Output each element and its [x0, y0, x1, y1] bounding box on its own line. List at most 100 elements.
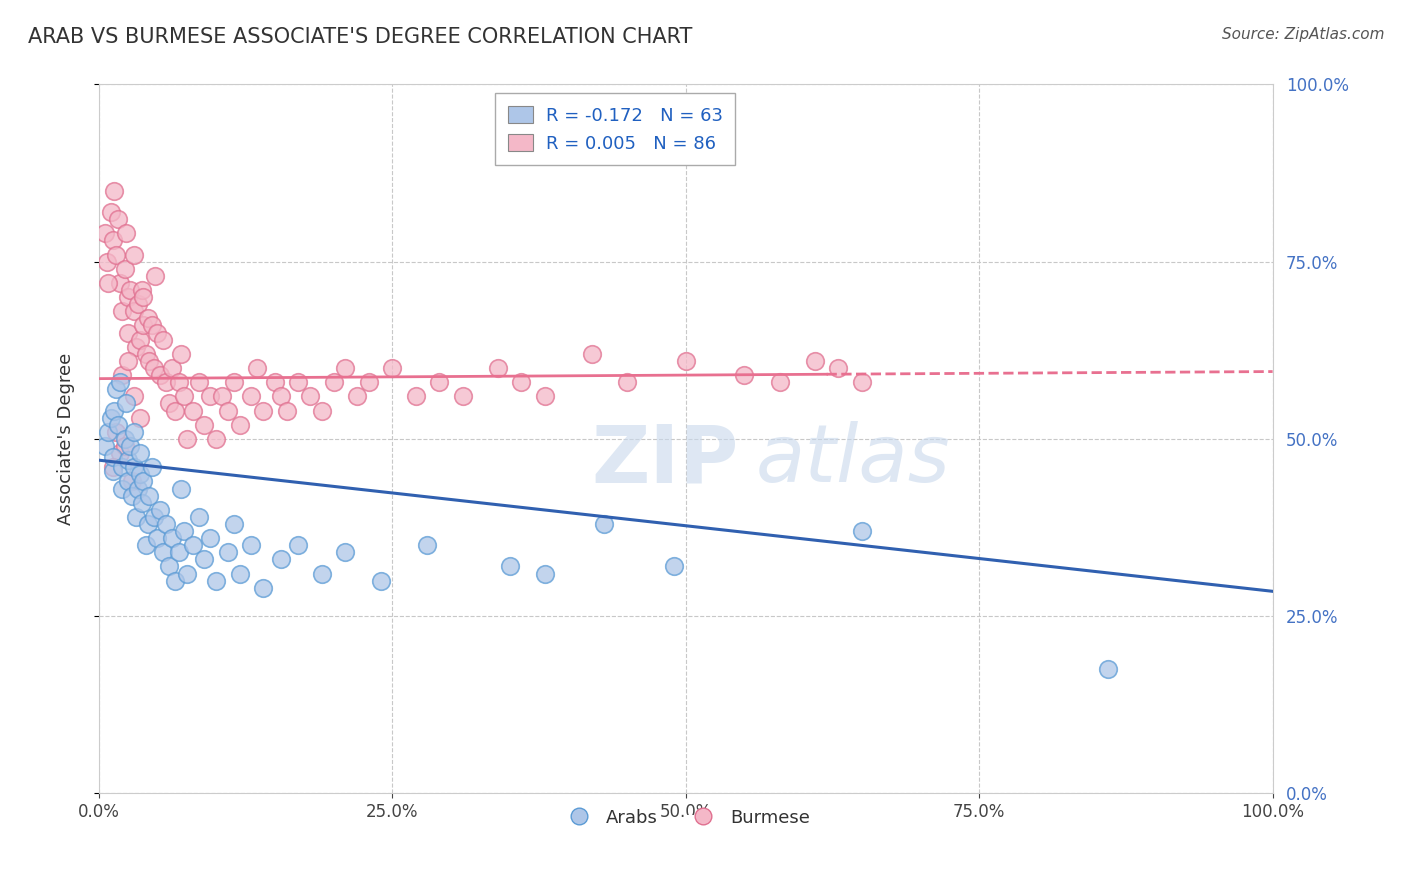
- Point: [335, 361, 357, 376]
- Point: [155, 375, 177, 389]
- Point: [105, 425, 128, 439]
- Point: [97, 276, 120, 290]
- Point: [127, 482, 149, 496]
- Point: [107, 212, 129, 227]
- Point: [200, 531, 222, 545]
- Point: [851, 375, 873, 389]
- Point: [120, 439, 142, 453]
- Point: [122, 389, 145, 403]
- Point: [100, 205, 122, 219]
- Point: [125, 340, 148, 354]
- Point: [270, 552, 292, 566]
- Point: [101, 450, 124, 464]
- Point: [228, 566, 250, 581]
- Point: [176, 566, 198, 581]
- Point: [322, 375, 344, 389]
- Point: [592, 516, 614, 531]
- Point: [486, 361, 509, 376]
- Point: [804, 354, 827, 368]
- Point: [193, 417, 215, 432]
- Point: [181, 403, 204, 417]
- Point: [108, 276, 131, 290]
- Point: [128, 467, 150, 482]
- Point: [114, 396, 136, 410]
- Point: [181, 538, 204, 552]
- Point: [160, 531, 183, 545]
- Point: [125, 509, 148, 524]
- Point: [534, 566, 557, 581]
- Point: [146, 531, 169, 545]
- Point: [510, 375, 533, 389]
- Point: [427, 375, 450, 389]
- Point: [217, 403, 239, 417]
- Point: [176, 432, 198, 446]
- Point: [155, 516, 177, 531]
- Point: [287, 538, 309, 552]
- Point: [152, 333, 174, 347]
- Point: [211, 389, 233, 403]
- Point: [122, 247, 145, 261]
- Point: [498, 559, 520, 574]
- Point: [416, 538, 439, 552]
- Point: [311, 403, 333, 417]
- Point: [96, 254, 118, 268]
- Point: [276, 403, 298, 417]
- Point: [114, 432, 136, 446]
- Point: [146, 326, 169, 340]
- Point: [173, 389, 195, 403]
- Point: [127, 297, 149, 311]
- Point: [117, 475, 139, 489]
- Point: [143, 268, 166, 283]
- Text: ARAB VS BURMESE ASSOCIATE'S DEGREE CORRELATION CHART: ARAB VS BURMESE ASSOCIATE'S DEGREE CORRE…: [28, 27, 693, 46]
- Point: [108, 446, 131, 460]
- Point: [733, 368, 755, 383]
- Point: [187, 509, 209, 524]
- Point: [143, 361, 166, 376]
- Point: [105, 382, 128, 396]
- Point: [111, 368, 134, 383]
- Text: ZIP: ZIP: [592, 421, 740, 500]
- Point: [120, 283, 142, 297]
- Point: [173, 524, 195, 538]
- Point: [114, 439, 136, 453]
- Point: [252, 403, 274, 417]
- Point: [246, 361, 269, 376]
- Point: [187, 375, 209, 389]
- Point: [101, 460, 124, 475]
- Point: [381, 361, 404, 376]
- Point: [136, 311, 159, 326]
- Point: [117, 290, 139, 304]
- Point: [93, 227, 115, 241]
- Point: [160, 361, 183, 376]
- Point: [107, 417, 129, 432]
- Point: [827, 361, 849, 376]
- Point: [101, 234, 124, 248]
- Point: [141, 460, 163, 475]
- Point: [165, 574, 187, 588]
- Point: [1097, 662, 1119, 676]
- Point: [405, 389, 427, 403]
- Point: [149, 368, 172, 383]
- Point: [240, 389, 263, 403]
- Point: [311, 566, 333, 581]
- Point: [114, 227, 136, 241]
- Point: [205, 432, 228, 446]
- Point: [117, 453, 139, 467]
- Text: Source: ZipAtlas.com: Source: ZipAtlas.com: [1222, 27, 1385, 42]
- Point: [100, 410, 122, 425]
- Point: [122, 460, 145, 475]
- Point: [143, 509, 166, 524]
- Point: [252, 581, 274, 595]
- Point: [103, 184, 125, 198]
- Point: [132, 475, 155, 489]
- Point: [335, 545, 357, 559]
- Point: [111, 304, 134, 318]
- Point: [128, 333, 150, 347]
- Point: [135, 347, 157, 361]
- Point: [141, 318, 163, 333]
- Point: [108, 375, 131, 389]
- Point: [851, 524, 873, 538]
- Point: [149, 503, 172, 517]
- Point: [662, 559, 685, 574]
- Point: [121, 475, 143, 489]
